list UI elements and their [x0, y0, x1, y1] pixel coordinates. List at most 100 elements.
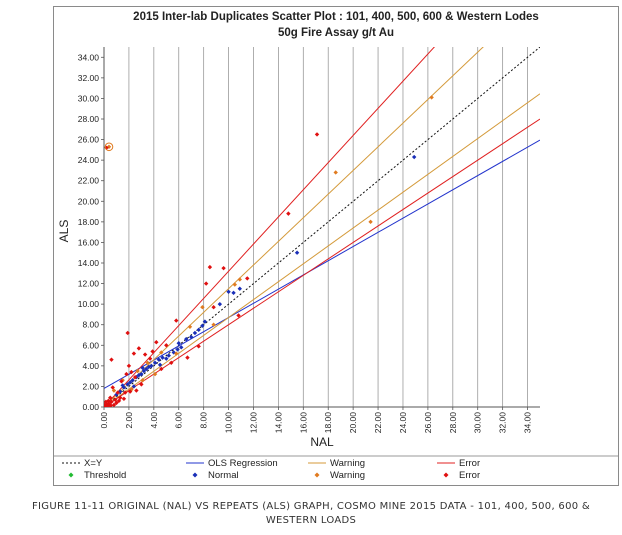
- normal-point: [166, 353, 171, 358]
- error-point: [125, 330, 130, 336]
- normal-point: [156, 357, 162, 362]
- error-point: [117, 395, 123, 400]
- legend-error-label: Error: [459, 458, 480, 469]
- normal-point: [120, 383, 125, 388]
- warning-point: [200, 305, 205, 310]
- error-point: [207, 264, 213, 270]
- normal-point: [237, 286, 242, 291]
- warning-point: [429, 95, 434, 100]
- y-tick-label: 2.00: [82, 381, 99, 391]
- grid-lines: [128, 47, 528, 407]
- normal-point: [411, 154, 417, 160]
- y-tick-label: 26.00: [78, 135, 100, 145]
- legend-normal-label: Normal: [208, 470, 239, 481]
- error-point: [109, 399, 114, 405]
- x-tick-label: 24.00: [398, 412, 408, 434]
- x-tick-label: 26.00: [423, 412, 433, 434]
- normal-point: [127, 380, 133, 385]
- normal-point: [131, 384, 137, 389]
- y-tick-label: 6.00: [82, 340, 99, 350]
- x-tick-label: 10.00: [224, 412, 234, 434]
- normal-point: [202, 319, 208, 324]
- normal-point: [125, 382, 130, 387]
- error-point: [147, 356, 153, 361]
- y-tick-label: 0.00: [82, 402, 99, 412]
- error-point: [114, 400, 119, 406]
- legend-threshold-marker: [68, 472, 74, 478]
- error-point: [150, 349, 155, 354]
- error-point: [211, 305, 216, 310]
- chart-subtitle: 50g Fire Assay g/t Au: [277, 27, 395, 39]
- error-point: [121, 396, 127, 401]
- x-axis-label: NAL: [310, 435, 334, 449]
- y-tick-label: 22.00: [78, 176, 100, 186]
- y-tick-label: 4.00: [82, 361, 99, 371]
- x-tick-label: 4.00: [149, 412, 159, 429]
- error-point: [203, 281, 209, 286]
- error-point: [131, 351, 137, 356]
- y-axis-label: ALS: [57, 220, 71, 243]
- normal-point: [196, 327, 201, 333]
- error-line: [104, 47, 435, 407]
- error-point: [139, 382, 144, 387]
- y-tick-label: 10.00: [78, 299, 100, 309]
- warning-point: [187, 324, 193, 329]
- x-tick-label: 32.00: [498, 412, 508, 434]
- caption-line-2: WESTERN LOADS: [265, 515, 357, 526]
- x-tick-label: 18.00: [323, 412, 333, 434]
- scatter-plot: 0.00 2.00 4.00 6.00 8.00 10.00 12.00 14.00 16.00…: [54, 47, 618, 481]
- error-point: [119, 379, 124, 384]
- x-tick-label: 34.00: [523, 412, 533, 434]
- error-point: [113, 397, 118, 402]
- error-point: [236, 313, 241, 318]
- error-point: [111, 402, 117, 407]
- normal-point: [176, 341, 181, 346]
- legend-x-y-label: X=Y: [84, 458, 103, 469]
- normal-point: [152, 360, 158, 365]
- warning-line: [104, 47, 484, 407]
- error-point: [221, 265, 226, 271]
- x-tick-label: 16.00: [298, 412, 308, 434]
- warning-line: [104, 93, 540, 407]
- normal-point: [189, 334, 194, 340]
- normal-point: [130, 378, 135, 383]
- error-point: [129, 369, 134, 375]
- axes: 0.00 2.00 4.00 6.00 8.00 10.00 12.00 14.00 16.00…: [78, 47, 540, 433]
- y-tick-label: 30.00: [78, 93, 100, 103]
- error-point: [105, 404, 110, 407]
- normal-point: [175, 347, 180, 352]
- x-tick-label: 20.00: [348, 412, 358, 434]
- x-tick-label: 8.00: [199, 412, 209, 429]
- normal-point: [149, 363, 154, 369]
- warning-point: [368, 219, 373, 225]
- warning-point: [232, 282, 237, 287]
- y-tick-label: 32.00: [78, 73, 100, 83]
- normal-point: [192, 330, 198, 336]
- error-point: [115, 390, 120, 395]
- y-tick-label: 12.00: [78, 279, 100, 289]
- normal-point: [141, 368, 147, 374]
- normal-point: [184, 336, 189, 342]
- legend-warning-marker: [314, 472, 320, 478]
- normal-point: [200, 323, 205, 328]
- y-tick-label: 20.00: [78, 196, 100, 206]
- error-point: [245, 276, 250, 281]
- legend-warning-label: Warning: [330, 458, 365, 469]
- error-point: [174, 318, 179, 323]
- error-point: [126, 363, 132, 369]
- error-point: [124, 371, 129, 377]
- error-point: [116, 398, 122, 404]
- data-points: [104, 95, 434, 407]
- x-tick-label: 28.00: [448, 412, 458, 434]
- error-point: [127, 389, 133, 394]
- x-tick-label: 6.00: [174, 412, 184, 429]
- x-tick-label: 14.00: [273, 412, 283, 434]
- error-point: [104, 399, 109, 405]
- error-point: [164, 343, 169, 348]
- error-point: [108, 403, 114, 407]
- chart-frame: [53, 6, 619, 486]
- error-point: [109, 357, 114, 362]
- error-point: [169, 360, 174, 365]
- legend-warning-label: Warning: [330, 470, 365, 481]
- warning-point: [152, 371, 158, 377]
